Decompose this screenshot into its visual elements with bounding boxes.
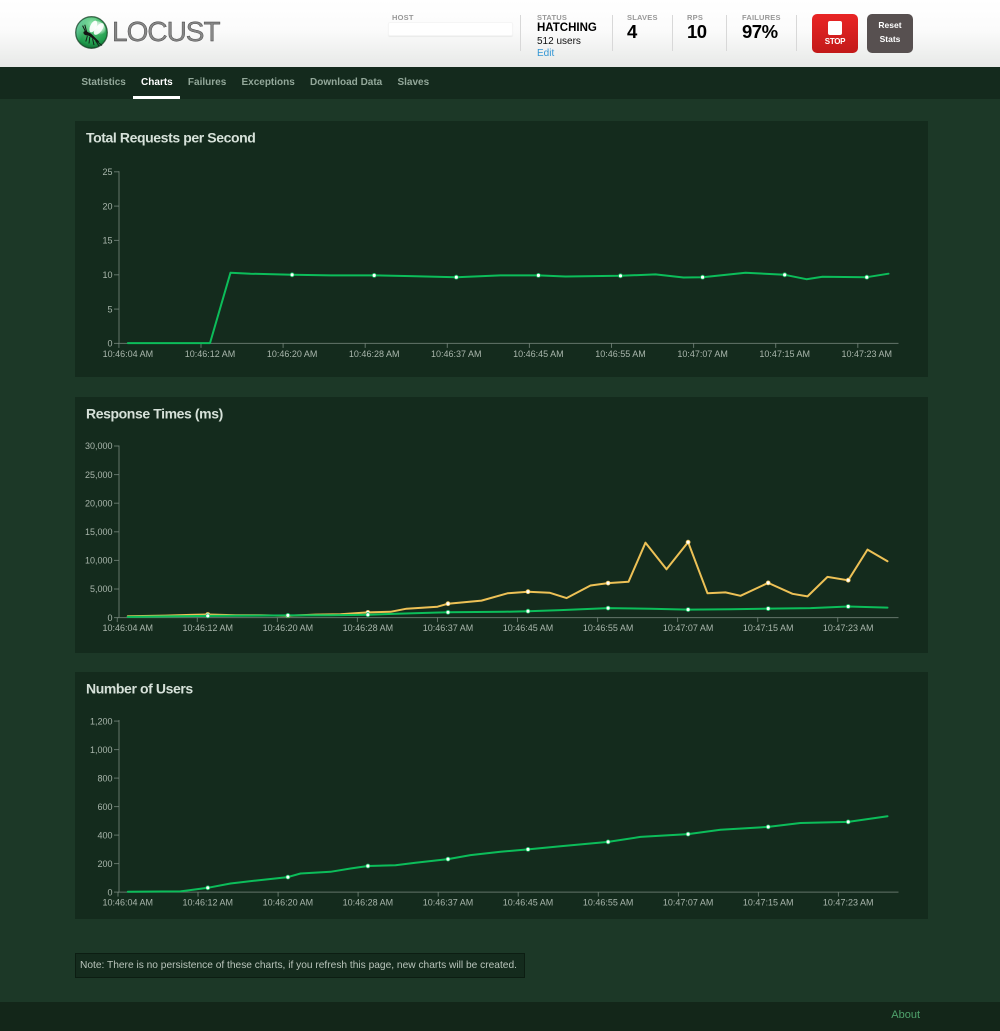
svg-text:10:47:23 AM: 10:47:23 AM: [822, 898, 873, 908]
svg-text:10:46:12 AM: 10:46:12 AM: [184, 349, 235, 359]
svg-text:20,000: 20,000: [84, 499, 112, 509]
svg-text:10:47:07 AM: 10:47:07 AM: [662, 623, 713, 633]
svg-text:10:46:55 AM: 10:46:55 AM: [582, 623, 633, 633]
svg-text:Total Requests per Second: Total Requests per Second: [86, 130, 255, 146]
svg-text:800: 800: [97, 774, 112, 784]
svg-text:10:46:55 AM: 10:46:55 AM: [582, 898, 633, 908]
svg-text:0: 0: [107, 339, 112, 349]
svg-text:0: 0: [107, 888, 112, 898]
svg-text:15,000: 15,000: [84, 527, 112, 537]
svg-text:1,200: 1,200: [89, 717, 112, 727]
svg-text:10:47:07 AM: 10:47:07 AM: [662, 898, 713, 908]
svg-text:10,000: 10,000: [84, 556, 112, 566]
svg-text:10:46:12 AM: 10:46:12 AM: [182, 623, 233, 633]
svg-text:10:46:45 AM: 10:46:45 AM: [502, 623, 553, 633]
svg-text:10:47:15 AM: 10:47:15 AM: [759, 349, 810, 359]
svg-text:10:46:04 AM: 10:46:04 AM: [102, 898, 153, 908]
svg-text:5,000: 5,000: [89, 584, 112, 594]
svg-text:10:46:12 AM: 10:46:12 AM: [182, 898, 233, 908]
svg-text:0: 0: [107, 613, 112, 623]
svg-text:25,000: 25,000: [84, 470, 112, 480]
svg-text:10:46:37 AM: 10:46:37 AM: [431, 349, 482, 359]
svg-text:10:46:20 AM: 10:46:20 AM: [262, 898, 313, 908]
svg-text:10:46:45 AM: 10:46:45 AM: [502, 898, 553, 908]
svg-text:10:46:55 AM: 10:46:55 AM: [595, 349, 646, 359]
svg-text:20: 20: [102, 201, 112, 211]
svg-text:5: 5: [107, 304, 112, 314]
svg-text:15: 15: [102, 236, 112, 246]
svg-text:10:46:28 AM: 10:46:28 AM: [348, 349, 399, 359]
svg-text:Response Times (ms): Response Times (ms): [86, 406, 223, 422]
svg-text:10:46:45 AM: 10:46:45 AM: [513, 349, 564, 359]
svg-text:10:46:04 AM: 10:46:04 AM: [102, 349, 153, 359]
svg-text:10:47:07 AM: 10:47:07 AM: [677, 349, 728, 359]
svg-text:10:47:15 AM: 10:47:15 AM: [742, 898, 793, 908]
svg-text:10:46:28 AM: 10:46:28 AM: [342, 898, 393, 908]
svg-text:600: 600: [97, 802, 112, 812]
svg-text:10:46:04 AM: 10:46:04 AM: [102, 623, 153, 633]
svg-text:10:46:20 AM: 10:46:20 AM: [266, 349, 317, 359]
svg-text:400: 400: [97, 831, 112, 841]
svg-text:25: 25: [102, 167, 112, 177]
svg-text:10: 10: [102, 270, 112, 280]
svg-text:10:46:28 AM: 10:46:28 AM: [342, 623, 393, 633]
svg-text:30,000: 30,000: [84, 441, 112, 451]
svg-text:10:47:23 AM: 10:47:23 AM: [822, 623, 873, 633]
svg-text:10:46:37 AM: 10:46:37 AM: [422, 898, 473, 908]
svg-text:10:47:23 AM: 10:47:23 AM: [841, 349, 892, 359]
svg-text:200: 200: [97, 859, 112, 869]
svg-text:Number of Users: Number of Users: [86, 681, 193, 697]
svg-text:10:46:20 AM: 10:46:20 AM: [262, 623, 313, 633]
svg-text:10:47:15 AM: 10:47:15 AM: [742, 623, 793, 633]
svg-text:1,000: 1,000: [89, 745, 112, 755]
svg-text:10:46:37 AM: 10:46:37 AM: [422, 623, 473, 633]
